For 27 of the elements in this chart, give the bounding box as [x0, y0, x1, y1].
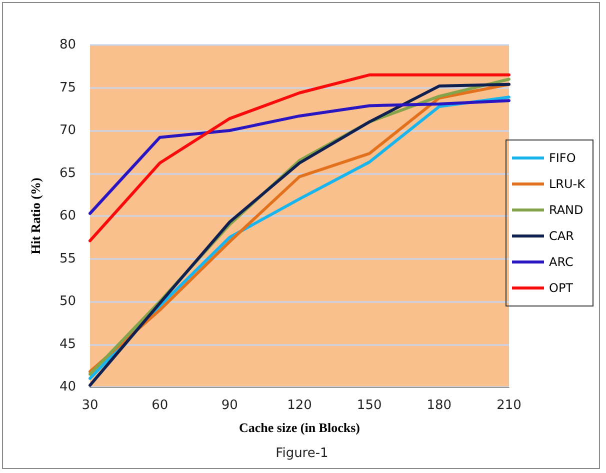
x-tick-label: 180 — [426, 398, 452, 413]
x-tick-label: 60 — [152, 398, 168, 413]
x-tick-label: 90 — [221, 398, 238, 413]
text: Figure-1 — [274, 446, 330, 461]
x-axis-title: Cache size (in Blocks) — [239, 420, 360, 435]
x-tick-label: 120 — [287, 398, 312, 413]
legend-label: CAR — [548, 229, 574, 243]
y-tick-label: 40 — [59, 380, 76, 394]
y-axis-title: Hit Ratio (%) — [28, 178, 43, 254]
legend-label: RAND — [548, 203, 584, 217]
y-tick-label: 55 — [59, 251, 76, 266]
y-tick-label: 80 — [59, 38, 76, 52]
legend-label: LRU-K — [548, 177, 586, 191]
legend-label: OPT — [548, 281, 574, 295]
line-series — [88, 99, 510, 215]
y-tick-label: 50 — [59, 294, 76, 309]
legend-label: FIFO — [548, 151, 576, 165]
y-tick-label: 60 — [59, 208, 76, 224]
y-tick-label: 70 — [59, 123, 76, 138]
line-series — [88, 73, 510, 242]
x-tick-label: 150 — [356, 398, 382, 413]
x-tick-label: 210 — [496, 398, 522, 413]
x-tick-label: 30 — [82, 398, 98, 413]
y-tick-label: 65 — [59, 166, 76, 181]
y-tick-label: 45 — [59, 336, 76, 352]
legend-label: ARC — [548, 255, 574, 269]
y-tick-label: 75 — [59, 80, 76, 96]
